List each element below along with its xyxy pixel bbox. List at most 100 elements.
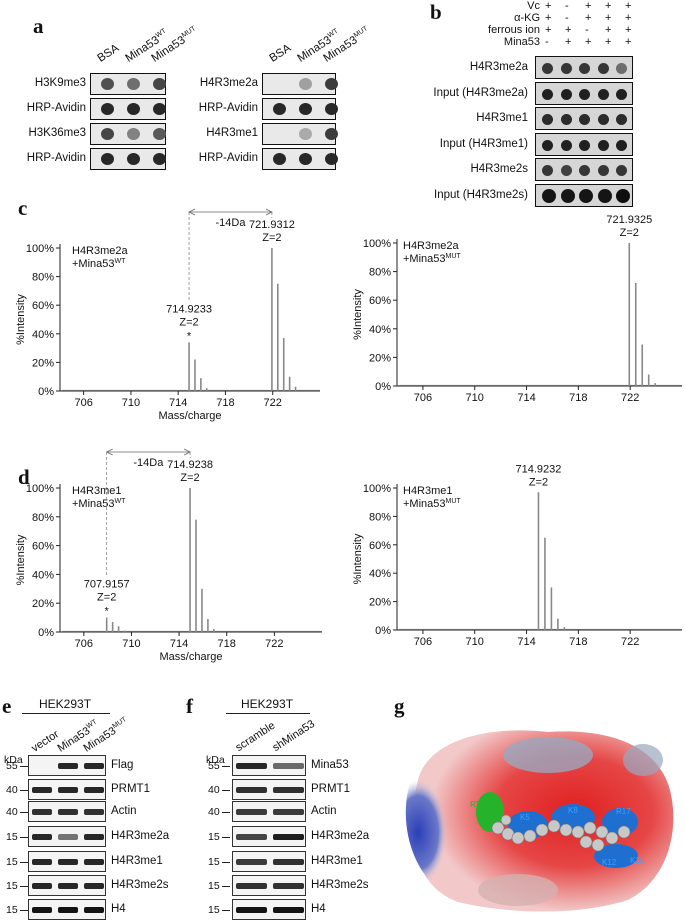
blot-strip bbox=[28, 755, 106, 776]
blot-strip bbox=[28, 826, 106, 847]
x-tick-label: 722 bbox=[621, 636, 639, 648]
x-tick-label: 710 bbox=[122, 638, 140, 650]
x-tick-label: 718 bbox=[216, 397, 234, 409]
peak-mz: 721.9325 bbox=[606, 214, 652, 226]
blot-dot bbox=[616, 114, 627, 125]
blot-dot bbox=[579, 139, 590, 151]
blot-band bbox=[32, 787, 52, 793]
y-tick-label: 40% bbox=[369, 324, 391, 336]
cell-line-label: HEK293T bbox=[39, 697, 92, 711]
blot-row-label: PRMT1 bbox=[311, 783, 350, 795]
blot-dot bbox=[299, 103, 312, 115]
panel-b-blot bbox=[535, 158, 633, 181]
panel-label-c: c bbox=[18, 196, 28, 220]
blot-band bbox=[84, 834, 104, 840]
y-axis-title: %Intensity bbox=[352, 289, 364, 340]
blot-band bbox=[58, 834, 78, 840]
blot-row-label: H4R3me1 bbox=[111, 855, 163, 867]
blot-dot bbox=[153, 153, 166, 165]
x-tick-label: 706 bbox=[414, 636, 432, 648]
blot-dot bbox=[325, 103, 338, 115]
blot-dot bbox=[579, 114, 590, 125]
blot-band bbox=[84, 787, 104, 793]
legend-line1: H4R3me2a bbox=[72, 245, 129, 257]
legend-line2: +Mina53WT bbox=[72, 258, 126, 270]
blot-dot bbox=[542, 139, 553, 151]
blot-dot bbox=[127, 103, 140, 115]
panel-label-d: d bbox=[18, 465, 30, 489]
blot-band bbox=[273, 907, 304, 913]
panel-b-sign: + bbox=[625, 36, 632, 48]
blot-band bbox=[273, 787, 304, 793]
panel-b-sign: + bbox=[625, 12, 632, 24]
y-tick-label: 80% bbox=[369, 511, 391, 523]
panel-a-left-row-label: HRP-Avidin bbox=[26, 102, 86, 114]
mw-marker: 15 bbox=[6, 831, 18, 843]
spectrum-d-right: +Mina53MUT bbox=[393, 484, 682, 634]
peak1-asterisk: * bbox=[105, 606, 110, 618]
x-tick-label: 718 bbox=[569, 392, 587, 404]
mw-tick bbox=[20, 837, 28, 838]
mw-marker: 40 bbox=[208, 784, 220, 796]
blot-band bbox=[273, 763, 304, 769]
blot-dot bbox=[560, 189, 575, 203]
blot-strip bbox=[232, 899, 306, 920]
mw-marker: 40 bbox=[208, 806, 220, 818]
blot-band bbox=[273, 883, 304, 889]
panel-b-blot bbox=[535, 107, 633, 130]
peak-mz: 714.9232 bbox=[516, 463, 562, 475]
blot-dot bbox=[579, 63, 590, 74]
blot-band bbox=[236, 859, 267, 865]
mw-tick bbox=[222, 910, 230, 911]
legend-line2: +Mina53MUT bbox=[403, 498, 461, 510]
x-tick-label: 706 bbox=[75, 638, 93, 650]
mw-tick bbox=[222, 862, 230, 863]
mw-tick bbox=[20, 766, 28, 767]
panel-b-sign: - bbox=[545, 36, 549, 48]
panel-b-condition-label: Vc bbox=[527, 0, 540, 12]
mw-tick bbox=[20, 812, 28, 813]
peak-charge: Z=2 bbox=[529, 476, 548, 488]
panel-label-a: a bbox=[33, 14, 44, 38]
blot-dot bbox=[616, 63, 627, 74]
blot-strip bbox=[28, 801, 106, 822]
x-tick-label: 710 bbox=[466, 636, 484, 648]
spectrum-d-left: +Mina53WT bbox=[56, 448, 322, 636]
peak1-mz: 714.9233 bbox=[166, 303, 212, 315]
panel-b-sign: + bbox=[545, 0, 552, 12]
blot-dot bbox=[153, 128, 166, 140]
panel-b-sign: + bbox=[545, 24, 552, 36]
y-axis-title: %Intensity bbox=[352, 533, 364, 584]
blot-band bbox=[236, 834, 267, 840]
mw-tick bbox=[222, 790, 230, 791]
mw-tick bbox=[20, 886, 28, 887]
blot-row-label: Actin bbox=[311, 805, 337, 817]
y-tick-label: 20% bbox=[32, 598, 54, 610]
mw-marker: 15 bbox=[208, 856, 220, 868]
blot-dot bbox=[542, 165, 553, 176]
blot-dot bbox=[560, 88, 572, 100]
panel-b-blot bbox=[535, 183, 633, 207]
blot-band bbox=[32, 809, 52, 815]
x-tick-label: 714 bbox=[170, 638, 188, 650]
g-label-r17: R17 bbox=[616, 807, 631, 816]
panel-b-sign: + bbox=[605, 24, 612, 36]
mw-tick bbox=[222, 837, 230, 838]
blot-strip bbox=[232, 801, 306, 822]
blot-dot bbox=[101, 128, 114, 140]
blot-strip bbox=[232, 826, 306, 847]
blot-dot bbox=[325, 128, 338, 140]
peak2-mz: 714.9238 bbox=[167, 459, 213, 471]
peak1-asterisk: * bbox=[187, 330, 192, 342]
blot-dot bbox=[542, 63, 553, 74]
mw-tick bbox=[20, 910, 28, 911]
y-tick-label: 100% bbox=[26, 243, 54, 255]
blot-band bbox=[58, 809, 78, 815]
kda-label: kDa bbox=[4, 754, 23, 766]
blot-row-label: Actin bbox=[111, 805, 137, 817]
x-tick-label: 722 bbox=[265, 638, 283, 650]
blot-band bbox=[58, 787, 78, 793]
panel-label-g: g bbox=[394, 694, 405, 718]
blot-dot bbox=[616, 139, 627, 151]
blot-band bbox=[32, 907, 52, 913]
